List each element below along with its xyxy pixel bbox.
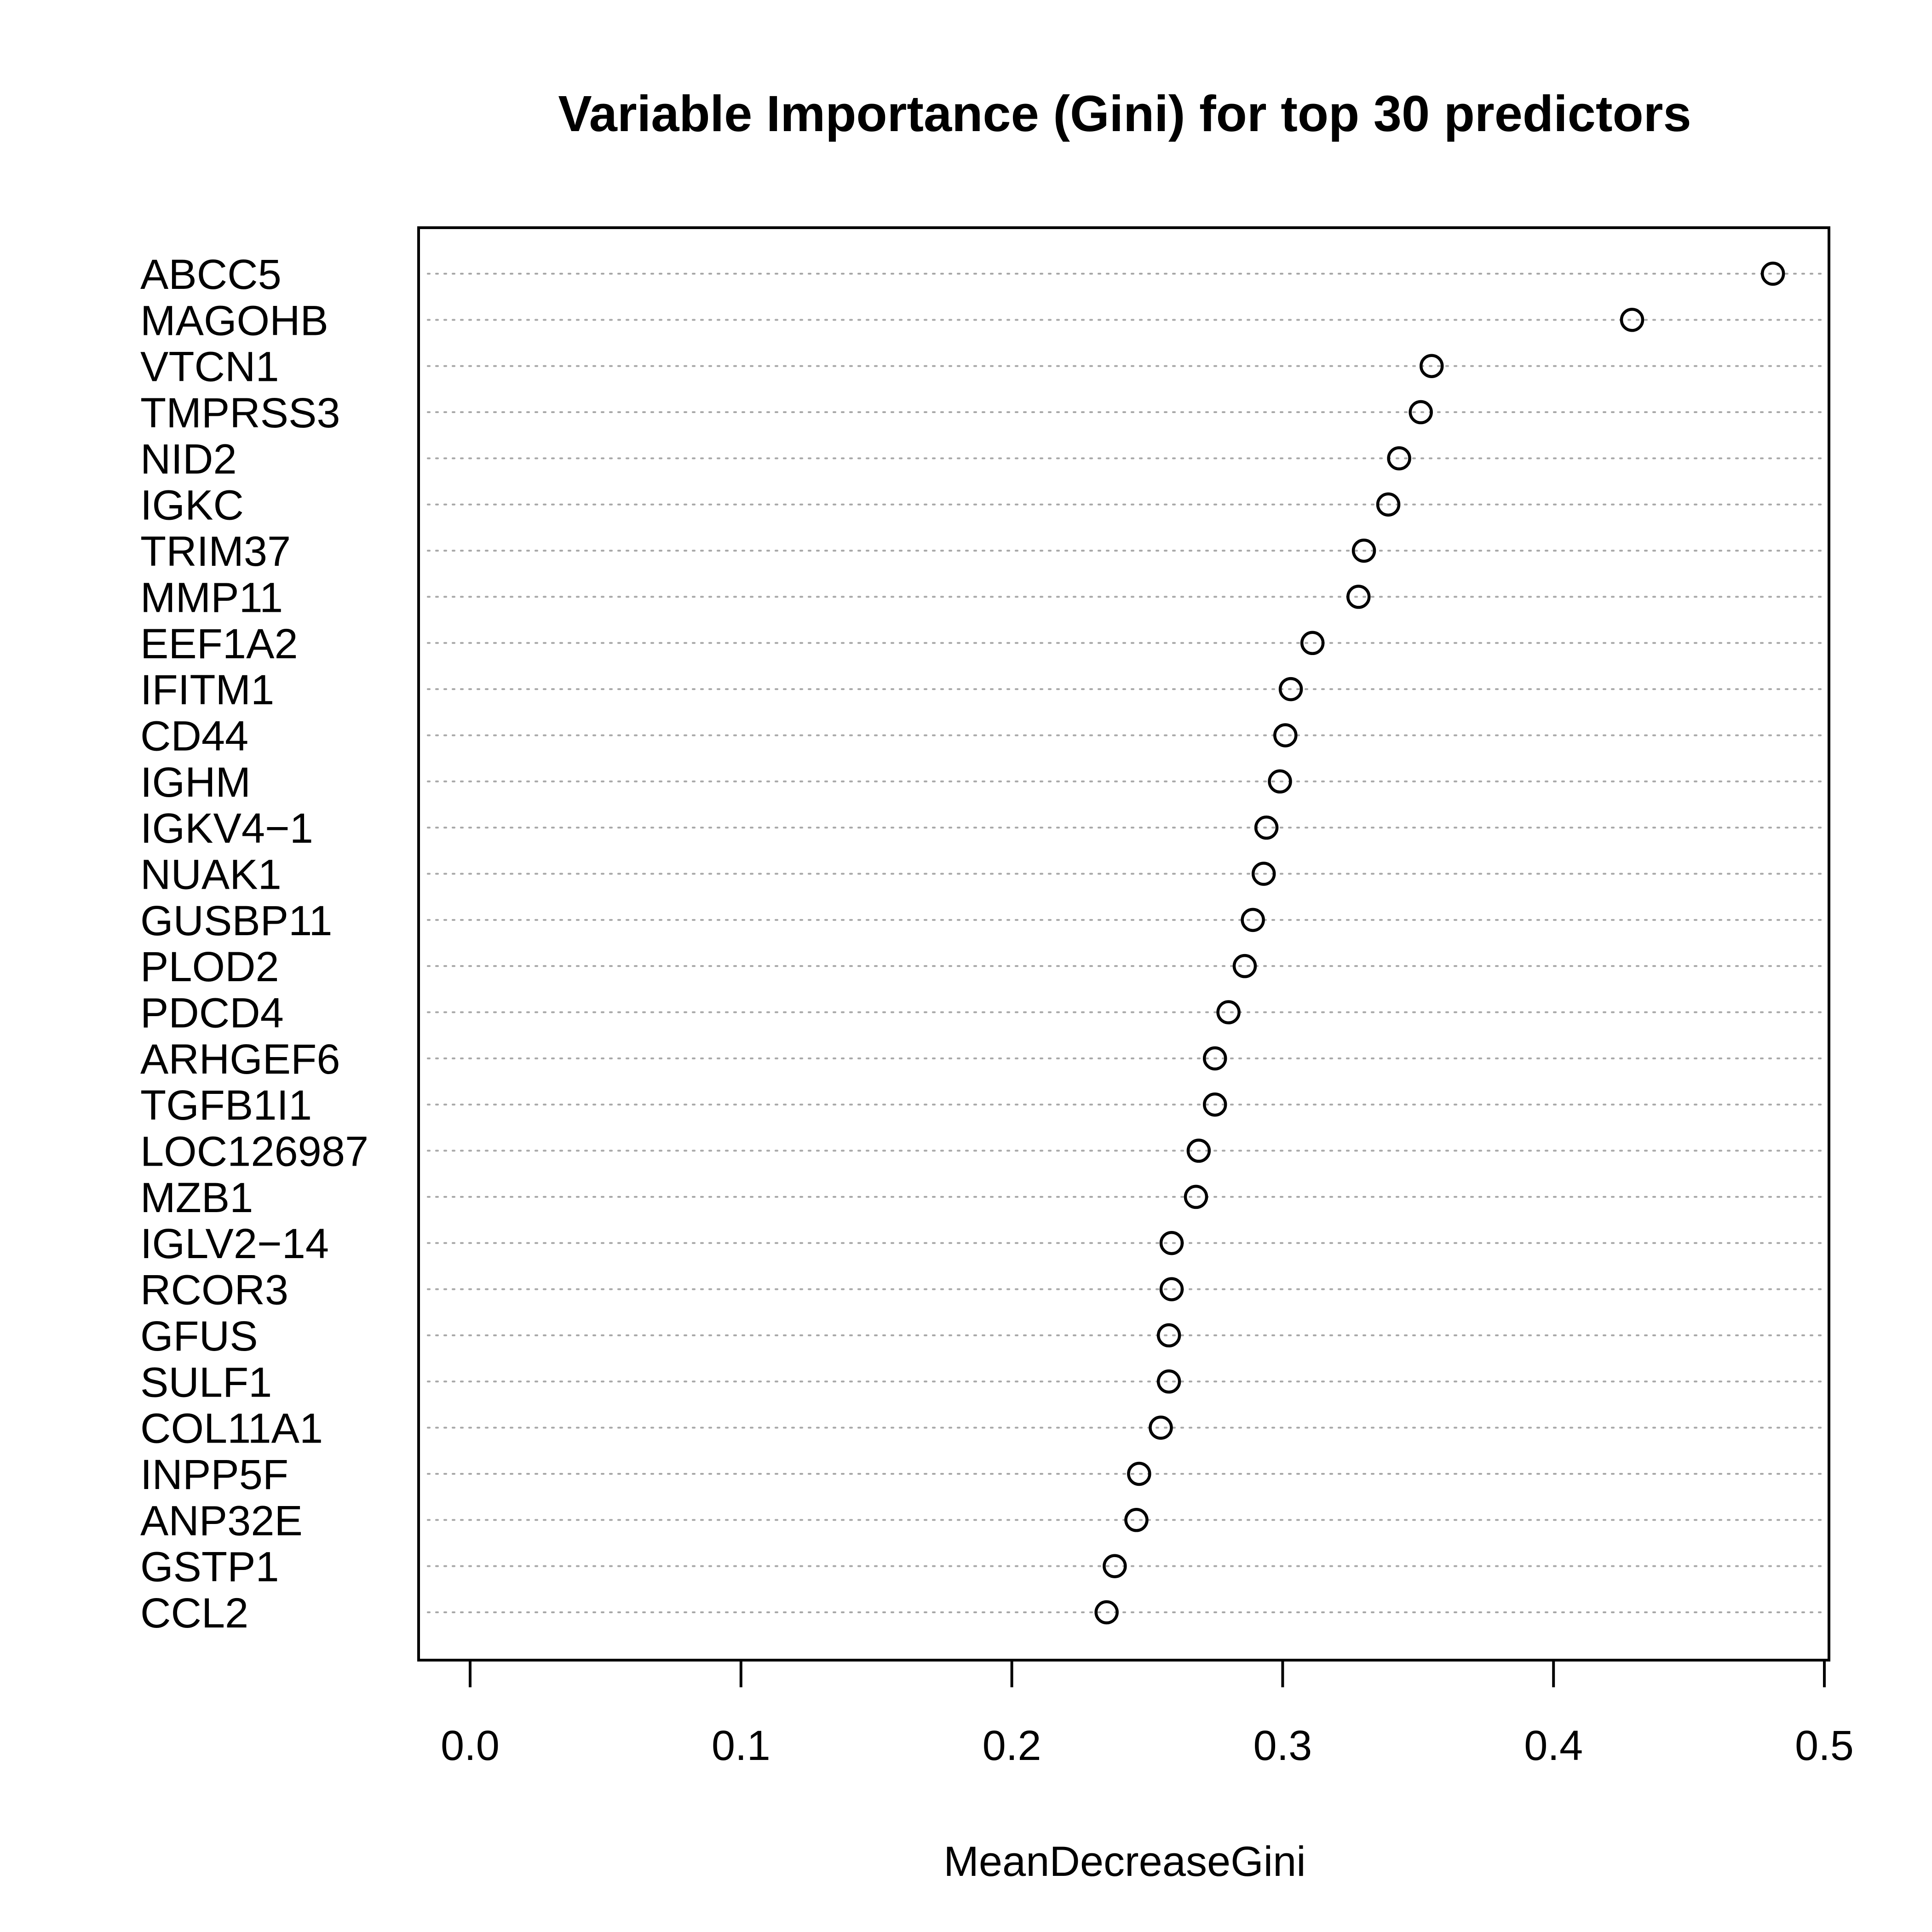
data-point <box>1241 908 1265 932</box>
data-point <box>1278 677 1303 702</box>
x-tick-label: 0.1 <box>712 1722 770 1769</box>
data-point <box>1186 1138 1211 1163</box>
x-axis: 0.0 0.1 0.2 0.3 0.4 0.5 <box>441 1659 1854 1769</box>
category-label: ABCC5 <box>140 251 282 298</box>
category-label: GFUS <box>140 1313 258 1360</box>
data-point <box>1409 400 1433 425</box>
x-tick-label: 0.0 <box>441 1722 500 1769</box>
category-label: PDCD4 <box>140 990 284 1037</box>
data-point <box>1184 1184 1208 1209</box>
category-label: VTCN1 <box>140 344 279 391</box>
data-point <box>1273 723 1298 748</box>
data-point <box>1251 862 1276 886</box>
category-label: IGKC <box>140 482 244 529</box>
data-point <box>1232 954 1257 978</box>
x-tick-label: 0.5 <box>1795 1722 1854 1769</box>
data-point <box>1156 1323 1181 1348</box>
category-label: PLOD2 <box>140 943 279 990</box>
data-point <box>1216 1000 1241 1024</box>
data-point <box>1419 354 1444 378</box>
plot-frame <box>417 226 1830 1662</box>
x-axis-label: MeanDecreaseGini <box>943 1838 1305 1885</box>
category-label: RCOR3 <box>140 1267 288 1314</box>
data-point <box>1103 1554 1127 1578</box>
data-point <box>1387 446 1411 471</box>
category-label: MZB1 <box>140 1174 253 1221</box>
x-tick-label: 0.3 <box>1253 1722 1312 1769</box>
data-point <box>1620 308 1644 332</box>
category-label: MAGOHB <box>140 297 328 344</box>
category-label: CD44 <box>140 713 248 759</box>
category-label: SULF1 <box>140 1359 272 1406</box>
category-label: TRIM37 <box>140 528 291 575</box>
category-label: IGLV2−14 <box>140 1220 329 1267</box>
data-point <box>1376 492 1401 517</box>
category-label: GUSBP11 <box>140 897 333 944</box>
category-label: CCL2 <box>140 1590 248 1637</box>
category-label: LOC126987 <box>140 1128 368 1175</box>
category-label: ARHGEF6 <box>140 1036 340 1083</box>
data-point <box>1346 585 1371 609</box>
data-point <box>1202 1092 1227 1117</box>
chart-title: Variable Importance (Gini) for top 30 pr… <box>558 86 1691 142</box>
data-point <box>1268 769 1292 794</box>
data-points <box>1094 261 1785 1625</box>
category-labels: ABCC5MAGOHBVTCN1TMPRSS3NID2IGKCTRIM37MMP… <box>140 251 368 1637</box>
data-point <box>1300 631 1325 656</box>
data-point <box>1159 1277 1184 1301</box>
x-tick-label: 0.2 <box>983 1722 1041 1769</box>
category-label: MMP11 <box>140 574 283 621</box>
category-label: INPP5F <box>140 1451 288 1498</box>
x-tick-label: 0.4 <box>1524 1722 1583 1769</box>
category-label: EEF1A2 <box>140 621 298 667</box>
data-point <box>1124 1508 1149 1532</box>
category-label: ANP32E <box>140 1497 303 1544</box>
category-label: TMPRSS3 <box>140 390 340 437</box>
data-point <box>1094 1600 1119 1625</box>
data-point <box>1156 1369 1181 1394</box>
category-label: IGHM <box>140 759 251 806</box>
category-label: COL11A1 <box>140 1405 323 1452</box>
category-label: NID2 <box>140 436 237 483</box>
data-point <box>1149 1415 1173 1440</box>
category-label: GSTP1 <box>140 1544 279 1591</box>
data-point <box>1159 1230 1184 1255</box>
category-label: NUAK1 <box>140 851 282 898</box>
data-point <box>1127 1461 1151 1486</box>
category-label: IFITM1 <box>140 667 274 713</box>
category-label: TGFB1I1 <box>140 1082 312 1129</box>
data-point <box>1351 538 1376 563</box>
grid-lines <box>427 273 1825 1613</box>
data-point <box>1202 1046 1227 1071</box>
data-point <box>1254 815 1279 840</box>
data-point <box>1760 261 1785 286</box>
category-label: IGKV4−1 <box>140 805 313 852</box>
